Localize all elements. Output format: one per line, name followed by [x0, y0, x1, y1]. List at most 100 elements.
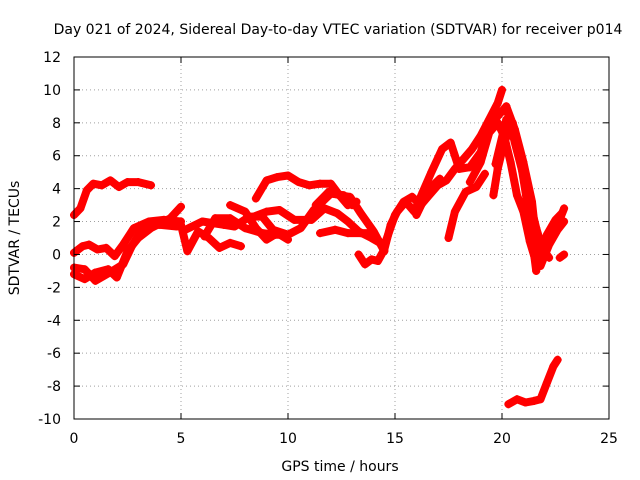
data-point: [91, 276, 100, 285]
data-point: [262, 176, 271, 185]
data-point: [80, 275, 89, 284]
data-point: [343, 201, 352, 210]
data-point: [485, 128, 494, 137]
series-line: [382, 85, 506, 244]
data-point: [194, 227, 203, 236]
axis-ticks: [73, 56, 610, 420]
data-point: [382, 235, 391, 244]
x-axis-label: GPS time / hours: [281, 459, 398, 475]
data-point: [307, 215, 316, 224]
data-series-1: [70, 176, 156, 219]
data-point: [504, 400, 513, 409]
data-point: [114, 182, 123, 191]
data-point: [127, 242, 136, 251]
data-point: [326, 179, 335, 188]
data-point: [536, 261, 545, 270]
data-point: [367, 255, 376, 264]
data-point: [226, 214, 235, 223]
data-point: [275, 206, 284, 215]
data-point: [155, 220, 164, 229]
data-point: [181, 225, 190, 234]
data-point: [557, 209, 566, 218]
data-point: [444, 234, 453, 242]
data-series-22: [555, 250, 569, 262]
y-tick-label: 8: [52, 116, 61, 132]
data-point: [335, 191, 344, 200]
data-point: [177, 220, 185, 229]
data-point: [542, 230, 551, 239]
data-point: [476, 158, 485, 167]
data-point: [129, 224, 138, 233]
y-tick-label: -10: [38, 412, 61, 428]
data-series-15: [412, 174, 444, 219]
x-tick-label: 25: [600, 431, 618, 447]
data-point: [435, 174, 444, 183]
data-point: [555, 253, 564, 262]
data-point: [273, 229, 282, 238]
y-tick-labels: 12 10 8 6 4 2 0 -2 -4 -6 -8 -10: [38, 50, 61, 428]
data-point: [450, 207, 459, 216]
series-line: [251, 171, 361, 210]
data-series-8: [226, 201, 292, 244]
data-point: [517, 151, 526, 160]
data-point: [82, 186, 91, 195]
data-point: [412, 210, 421, 219]
data-point: [427, 168, 436, 177]
data-series-23: [504, 355, 562, 409]
data-point: [523, 191, 532, 200]
data-point: [545, 240, 554, 249]
data-point: [553, 355, 562, 364]
data-point: [560, 217, 569, 226]
data-point: [532, 266, 541, 275]
data-point: [245, 214, 254, 223]
data-point: [343, 217, 352, 226]
data-point: [93, 245, 102, 254]
data-point: [110, 252, 119, 261]
x-tick-label: 5: [177, 431, 186, 447]
data-point: [399, 197, 408, 206]
data-point: [446, 138, 455, 147]
data-point: [465, 178, 474, 187]
data-point: [311, 201, 320, 210]
series-line: [412, 174, 444, 219]
data-point: [551, 215, 560, 224]
data-point: [226, 238, 235, 247]
data-point: [459, 155, 468, 164]
data-point: [468, 145, 477, 154]
data-point: [485, 115, 494, 124]
data-series-10: [251, 171, 361, 210]
data-point: [102, 243, 111, 252]
data-point: [241, 224, 250, 233]
data-point: [147, 181, 156, 190]
data-point: [106, 176, 115, 185]
data-point: [356, 209, 365, 218]
data-point: [427, 182, 436, 191]
data-point: [553, 225, 562, 234]
data-point: [560, 250, 569, 259]
data-point: [305, 181, 314, 190]
data-point: [450, 164, 459, 173]
data-point: [119, 260, 128, 269]
data-point: [198, 217, 207, 226]
data-point: [502, 102, 511, 111]
data-point: [542, 378, 551, 387]
data-series-4: [70, 220, 181, 285]
data-point: [226, 201, 235, 210]
data-point: [78, 242, 87, 251]
data-point: [508, 127, 517, 136]
data-point: [284, 235, 292, 244]
data-point: [76, 204, 85, 213]
data-point: [84, 240, 93, 249]
data-point: [491, 159, 500, 168]
data-point: [391, 210, 399, 219]
data-point: [140, 220, 149, 229]
data-point: [472, 182, 481, 191]
data-point: [251, 224, 260, 233]
data-point: [480, 169, 489, 178]
data-point: [506, 158, 515, 167]
data-point: [316, 229, 325, 238]
data-point: [530, 227, 539, 236]
data-point: [211, 214, 220, 223]
data-point: [89, 179, 98, 188]
